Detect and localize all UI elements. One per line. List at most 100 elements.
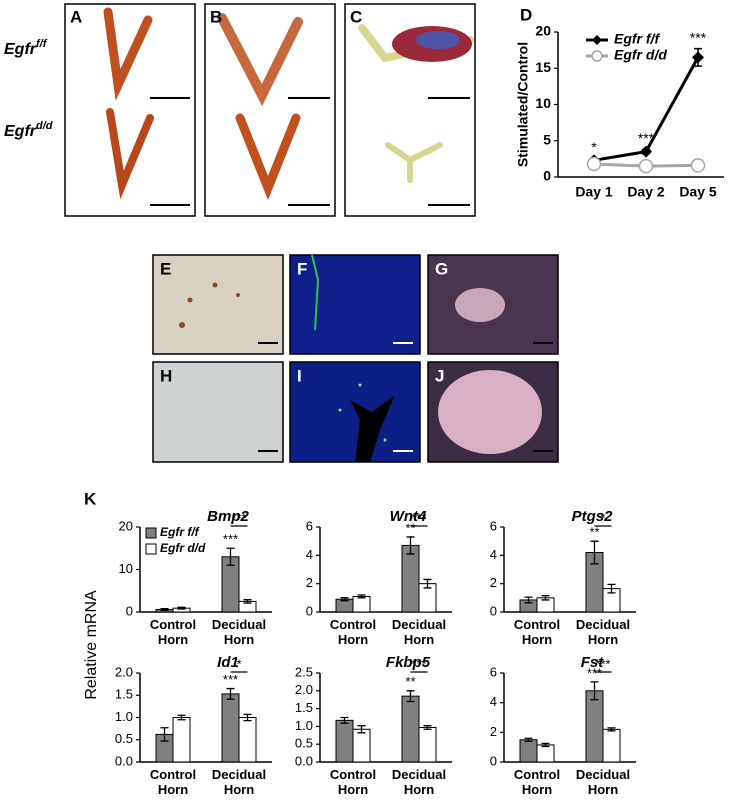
y-tick-label: 0 [490, 753, 497, 768]
uterus [385, 142, 443, 183]
significance: *** [223, 672, 238, 687]
comparison: * [600, 510, 605, 525]
panel-letter: I [297, 366, 302, 385]
error-bar [226, 547, 235, 566]
error-bar [357, 594, 366, 599]
annotation: * [591, 139, 597, 155]
error-bar [423, 578, 432, 589]
chart-title: Ptgs2 [572, 508, 614, 525]
marker [690, 158, 706, 173]
stained-cell [383, 438, 387, 442]
uterus-images [103, 7, 474, 201]
error-bar [406, 690, 415, 703]
error-bar [340, 597, 349, 602]
y-tick-label: 2 [490, 724, 497, 739]
y-tick-label: 4 [490, 694, 497, 709]
chart-title: Fkbp5 [386, 654, 431, 671]
stained-cell [236, 293, 240, 297]
bar [536, 744, 555, 763]
bar [352, 728, 371, 763]
marker [586, 156, 602, 172]
y-tick-label: 5 [543, 131, 551, 147]
y-tick-label: 0.5 [115, 731, 133, 746]
photo-frame [204, 3, 336, 217]
panel-letter: F [297, 259, 307, 278]
genotype-label: Egfrf/f [4, 38, 48, 58]
x-tick-label: Control Horn [149, 617, 197, 647]
x-tick-label: Decidual Horn [391, 617, 447, 647]
error-bar [541, 742, 550, 748]
allele: f/f [36, 38, 48, 50]
panel-letter: K [84, 489, 97, 508]
bar [401, 544, 420, 613]
bar [221, 693, 240, 763]
stained-cell [212, 282, 218, 288]
bar [519, 739, 538, 763]
legend-marker [592, 35, 602, 45]
comparison: * [236, 656, 241, 671]
panel-letter: C [350, 7, 362, 26]
legend-marker [591, 50, 603, 62]
error-bar [524, 737, 533, 742]
bar [352, 595, 371, 613]
stained-cell [338, 408, 342, 412]
y-tick-label: 0.0 [115, 753, 133, 768]
y-tick-label: 0 [543, 168, 551, 184]
y-tick-label: 6 [490, 664, 497, 679]
error-bar [226, 687, 235, 700]
chart-title: Wnt4 [390, 508, 427, 525]
error-bar [541, 595, 550, 601]
bar [238, 717, 257, 763]
scale-bars [150, 97, 470, 206]
error-bar [590, 540, 599, 565]
comparison: *** [411, 510, 426, 525]
x-tick-label: Control Horn [513, 617, 561, 647]
legend-label: Egfr d/d [160, 541, 206, 555]
comparison: *** [595, 656, 610, 671]
y-tick-label: 2.5 [295, 664, 313, 679]
bar [418, 726, 437, 763]
x-tick-label: Control Horn [329, 767, 377, 797]
implantation-site [455, 288, 505, 322]
allele: d/d [36, 120, 53, 132]
decidua [438, 370, 542, 454]
chart-title: Bmp2 [207, 508, 249, 525]
genotype-label: Egfrd/d [4, 120, 53, 140]
annotation: *** [638, 130, 655, 146]
y-tick-label: 2 [306, 575, 313, 590]
x-tick-label: Day 1 [575, 184, 613, 200]
histology-image [289, 254, 421, 355]
significance: ** [405, 520, 415, 535]
x-tick-label: Decidual Horn [391, 767, 447, 797]
y-tick-label: 0 [490, 603, 497, 618]
bar [602, 728, 621, 763]
error-bar [160, 727, 169, 742]
legend-swatch [145, 543, 157, 555]
panel-letter: D [520, 5, 532, 24]
x-tick-label: Control Horn [513, 767, 561, 797]
histology-image [152, 361, 284, 463]
photo-frame [64, 3, 196, 217]
legend-label: Egfr f/f [614, 31, 660, 47]
x-tick-label: Day 2 [627, 184, 665, 200]
error-bar [423, 725, 432, 730]
legend-swatch [145, 527, 157, 539]
bar [335, 719, 354, 763]
y-tick-label: 4 [490, 547, 497, 562]
x-tick-label: Control Horn [329, 617, 377, 647]
error-bar [607, 727, 616, 732]
annotation: *** [690, 29, 707, 45]
legend-label: Egfr f/f [160, 525, 200, 539]
uterus [217, 13, 303, 107]
y-tick-label: 6 [490, 518, 497, 533]
error-bar [177, 714, 186, 721]
stained-cell [179, 322, 185, 328]
histology-details [179, 254, 542, 462]
panel-letter: B [210, 7, 222, 26]
x-tick-label: Decidual Horn [575, 617, 631, 647]
uterus [235, 113, 301, 201]
panel-letter: G [435, 259, 448, 278]
bar [401, 695, 420, 763]
significance: *** [587, 665, 602, 680]
